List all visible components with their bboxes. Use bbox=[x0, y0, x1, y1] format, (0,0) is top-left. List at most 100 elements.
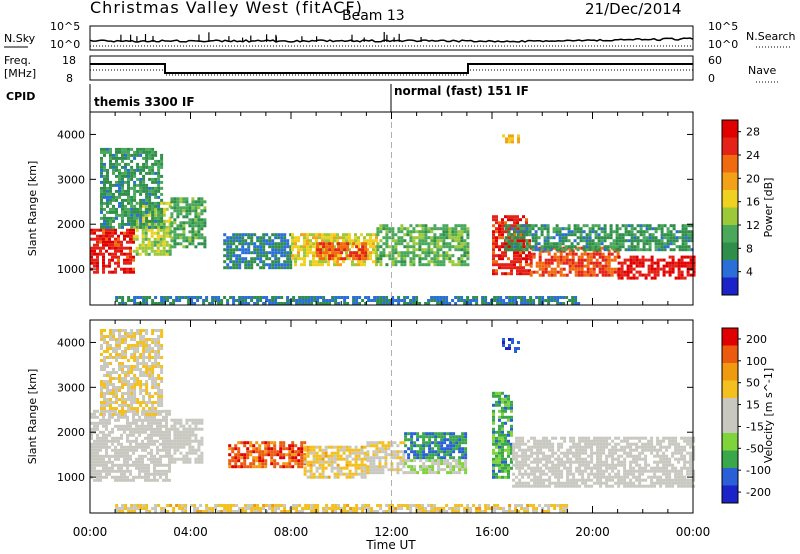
echo-cell bbox=[321, 263, 324, 267]
echo-cell bbox=[106, 386, 109, 389]
echo-cell bbox=[427, 227, 431, 231]
echo-cell bbox=[343, 257, 347, 261]
echo-cell bbox=[197, 215, 201, 219]
echo-cell bbox=[133, 377, 137, 380]
echo-region bbox=[404, 432, 468, 460]
colorbar-tick-label: 8 bbox=[746, 242, 753, 255]
echo-cell bbox=[597, 236, 601, 240]
echo-cell bbox=[157, 168, 161, 172]
echo-cell bbox=[501, 436, 504, 440]
echo-cell bbox=[528, 230, 532, 234]
echo-cell bbox=[194, 245, 198, 249]
echo-cell bbox=[112, 183, 115, 187]
echo-cell bbox=[336, 263, 339, 267]
echo-cell bbox=[262, 242, 266, 246]
echo-cell bbox=[394, 299, 398, 302]
echo-cell bbox=[120, 463, 123, 467]
echo-cell bbox=[504, 436, 507, 440]
echo-cell bbox=[103, 356, 106, 359]
echo-cell bbox=[318, 454, 322, 458]
echo-cell bbox=[357, 263, 360, 267]
echo-cell bbox=[162, 439, 165, 443]
echo-cell bbox=[191, 227, 195, 231]
echo-cell bbox=[339, 457, 343, 461]
echo-cell bbox=[678, 245, 682, 249]
echo-cell bbox=[550, 296, 554, 299]
echo-cell bbox=[579, 236, 583, 240]
echo-cell bbox=[194, 233, 198, 237]
echo-cell bbox=[360, 263, 363, 267]
echo-cell bbox=[241, 299, 245, 302]
echo-cell bbox=[552, 236, 556, 240]
echo-cell bbox=[276, 453, 280, 457]
echo-cell bbox=[90, 460, 93, 464]
echo-cell bbox=[492, 245, 495, 249]
echo-cell bbox=[333, 236, 336, 240]
echo-cell bbox=[318, 263, 321, 267]
echo-cell bbox=[510, 266, 513, 270]
echo-cell bbox=[558, 248, 562, 252]
echo-cell bbox=[126, 270, 129, 274]
echo-cell bbox=[348, 472, 352, 476]
echo-cell bbox=[342, 239, 345, 243]
echo-cell bbox=[597, 239, 601, 243]
echo-cell bbox=[157, 335, 161, 338]
echo-cell bbox=[132, 433, 135, 437]
echo-cell bbox=[191, 200, 195, 204]
echo-cell bbox=[309, 251, 312, 255]
echo-cell bbox=[300, 245, 303, 249]
echo-cell bbox=[138, 475, 141, 479]
echo-cell bbox=[159, 436, 162, 440]
echo-cell bbox=[179, 197, 183, 201]
echo-cell bbox=[504, 236, 508, 240]
echo-cell bbox=[160, 344, 164, 347]
echo-cell bbox=[105, 424, 108, 428]
echo-cell bbox=[93, 412, 96, 416]
echo-cell bbox=[130, 177, 134, 181]
echo-cell bbox=[534, 233, 538, 237]
echo-cell bbox=[327, 460, 331, 464]
echo-cell bbox=[671, 264, 675, 268]
echo-cell bbox=[191, 236, 195, 240]
echo-cell bbox=[324, 254, 327, 258]
echo-cell bbox=[188, 212, 192, 216]
echo-cell bbox=[445, 233, 449, 237]
echo-cell bbox=[99, 246, 102, 250]
echo-cell bbox=[327, 263, 330, 267]
echo-cell bbox=[176, 209, 180, 213]
echo-cell bbox=[124, 383, 127, 386]
echo-cell bbox=[600, 242, 604, 246]
echo-cell bbox=[93, 454, 96, 458]
echo-cell bbox=[185, 436, 189, 440]
echo-cell bbox=[504, 457, 507, 461]
echo-cell bbox=[656, 270, 660, 274]
echo-cell bbox=[516, 260, 519, 264]
echo-cell bbox=[123, 454, 126, 458]
echo-cell bbox=[609, 233, 613, 237]
echo-cell bbox=[226, 239, 230, 243]
echo-cell bbox=[367, 299, 371, 302]
echo-cell bbox=[160, 210, 164, 214]
echo-cell bbox=[235, 245, 239, 249]
echo-cell bbox=[607, 264, 611, 268]
echo-cell bbox=[394, 257, 398, 261]
echo-cell bbox=[259, 296, 263, 299]
echo-cell bbox=[303, 242, 306, 246]
echo-cell bbox=[375, 471, 379, 475]
echo-cell bbox=[666, 227, 670, 231]
echo-cell bbox=[333, 451, 337, 455]
echo-cell bbox=[671, 261, 675, 265]
echo-cell bbox=[93, 469, 96, 473]
echo-cell bbox=[188, 445, 192, 449]
echo-cell bbox=[246, 456, 250, 460]
echo-cell bbox=[130, 332, 134, 335]
echo-cell bbox=[340, 257, 344, 261]
echo-cell bbox=[498, 430, 501, 434]
echo-cell bbox=[142, 225, 146, 229]
echo-cell bbox=[436, 245, 440, 249]
echo-cell bbox=[114, 249, 117, 253]
echo-cell bbox=[133, 395, 137, 398]
echo-cell bbox=[129, 240, 132, 244]
echo-cell bbox=[354, 448, 358, 452]
echo-cell bbox=[437, 450, 441, 454]
